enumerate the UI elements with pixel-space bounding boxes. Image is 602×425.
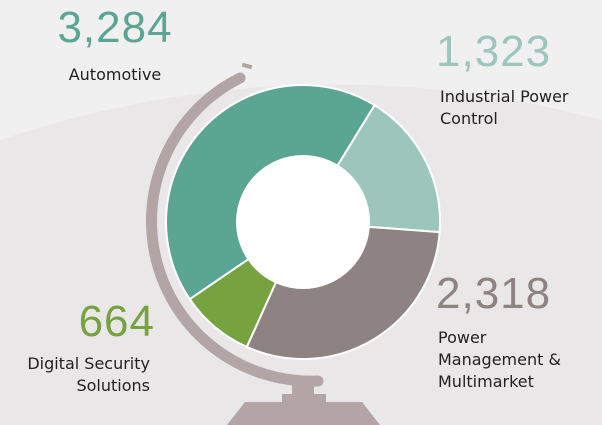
infographic: 3,284 Automotive 1,323 Industrial Power Con… <box>0 0 602 425</box>
value-label: 664 <box>40 300 155 344</box>
category-label: Industrial Power Control <box>440 86 600 130</box>
globe-collar <box>282 394 326 402</box>
value-label: 3,284 <box>55 6 175 50</box>
globe-base <box>227 402 380 425</box>
category-label: Power Management & Multimarket <box>438 327 566 393</box>
category-label: Automotive <box>55 64 175 86</box>
category-label: Digital Security Solutions <box>0 353 150 397</box>
donut-hole <box>236 155 370 289</box>
value-label: 2,318 <box>436 272 576 316</box>
value-label: 1,323 <box>436 30 576 74</box>
globe-neck <box>292 380 314 394</box>
